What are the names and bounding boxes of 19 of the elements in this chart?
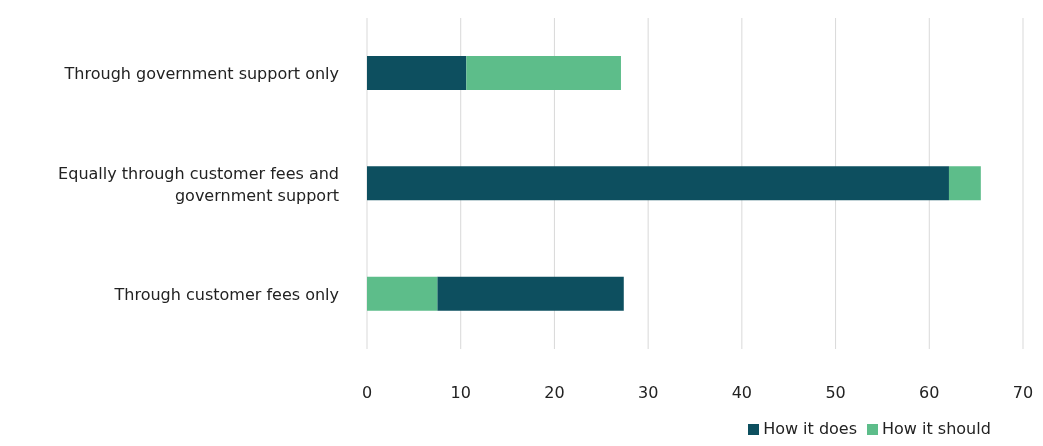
legend-label: How it should bbox=[882, 419, 991, 438]
bar bbox=[466, 56, 621, 90]
x-tick-label: 0 bbox=[361, 383, 373, 403]
y-tick-label: Through government support only bbox=[63, 63, 339, 83]
y-tick-label: Through customer fees only bbox=[113, 284, 339, 304]
bar bbox=[948, 166, 981, 201]
x-tick-label: 50 bbox=[825, 383, 846, 403]
bar bbox=[367, 166, 949, 201]
bar bbox=[437, 276, 624, 311]
y-tick-label: Equally through customer fees and government support bbox=[58, 163, 339, 204]
x-tick-label: 40 bbox=[731, 383, 753, 403]
x-tick-label: 70 bbox=[1012, 383, 1034, 403]
x-tick-label: 20 bbox=[544, 383, 565, 403]
x-tick-label: 10 bbox=[450, 383, 471, 403]
bar bbox=[367, 276, 438, 311]
legend-label: How it does bbox=[763, 419, 858, 438]
x-tick-label: 60 bbox=[919, 383, 940, 403]
x-tick-label: 30 bbox=[637, 383, 659, 403]
bar bbox=[367, 56, 467, 90]
